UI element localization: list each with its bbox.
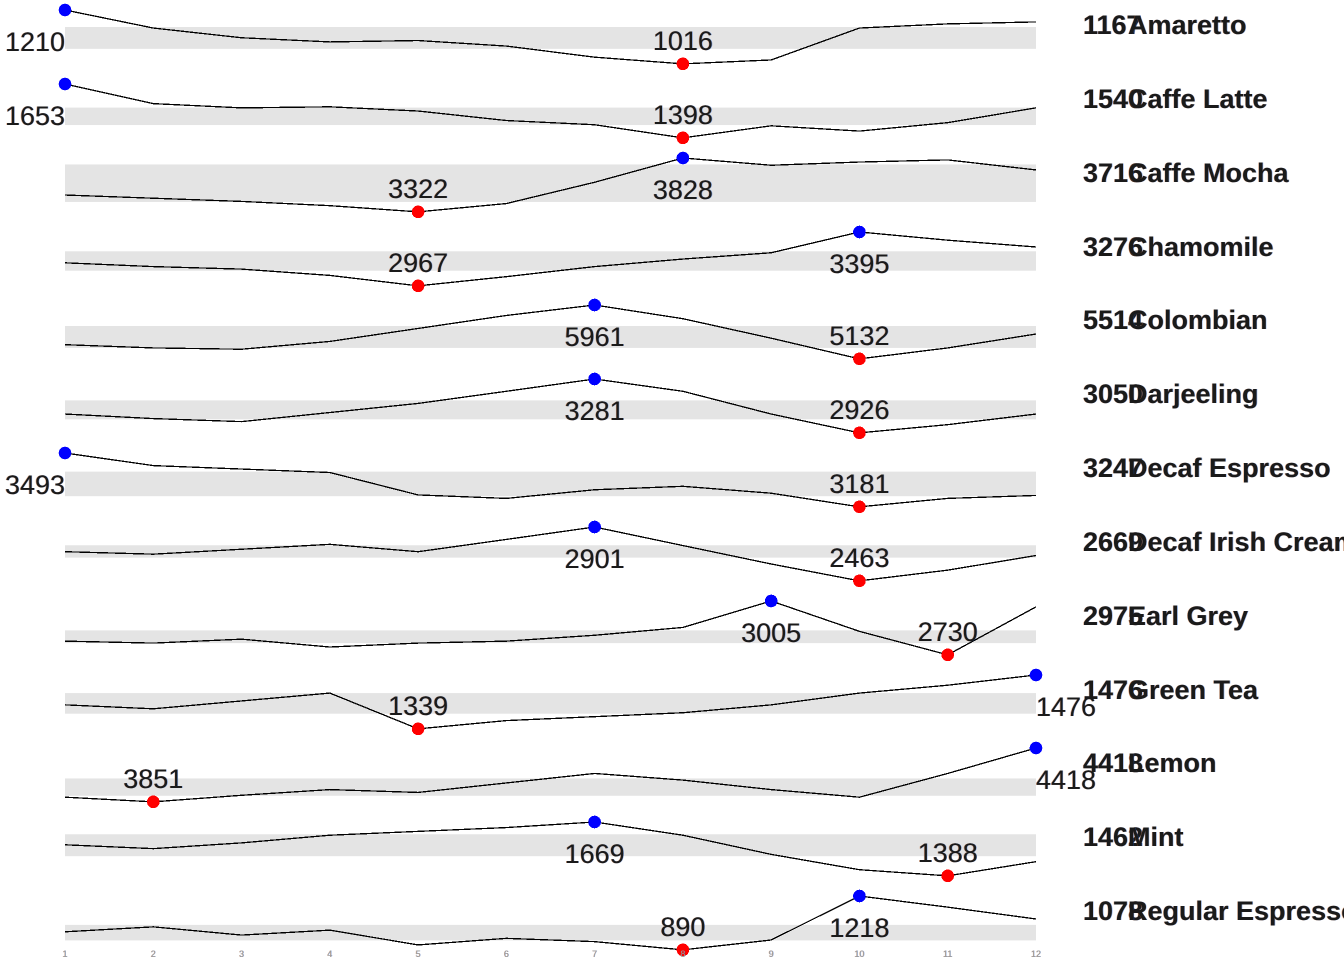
svg-text:1210: 1210 <box>5 27 65 57</box>
svg-text:3828: 3828 <box>653 175 713 205</box>
svg-text:1016: 1016 <box>653 26 713 56</box>
svg-text:1218: 1218 <box>829 913 889 943</box>
svg-text:1388: 1388 <box>918 838 978 868</box>
svg-text:2730: 2730 <box>918 617 978 647</box>
svg-text:3851: 3851 <box>123 764 183 794</box>
svg-text:3281: 3281 <box>565 396 625 426</box>
svg-text:1398: 1398 <box>653 100 713 130</box>
svg-text:1339: 1339 <box>388 690 448 720</box>
svg-text:3005: 3005 <box>741 618 801 648</box>
svg-text:3395: 3395 <box>829 249 889 279</box>
svg-text:3181: 3181 <box>829 469 889 499</box>
svg-text:5961: 5961 <box>565 322 625 352</box>
svg-text:2926: 2926 <box>829 395 889 425</box>
svg-text:2463: 2463 <box>829 543 889 573</box>
svg-text:1669: 1669 <box>565 839 625 869</box>
svg-text:5132: 5132 <box>829 321 889 351</box>
svg-text:890: 890 <box>660 912 705 942</box>
svg-text:3322: 3322 <box>388 174 448 204</box>
svg-text:2901: 2901 <box>565 544 625 574</box>
svg-text:2967: 2967 <box>388 247 448 277</box>
svg-text:3493: 3493 <box>5 470 65 500</box>
svg-text:1653: 1653 <box>5 101 65 131</box>
